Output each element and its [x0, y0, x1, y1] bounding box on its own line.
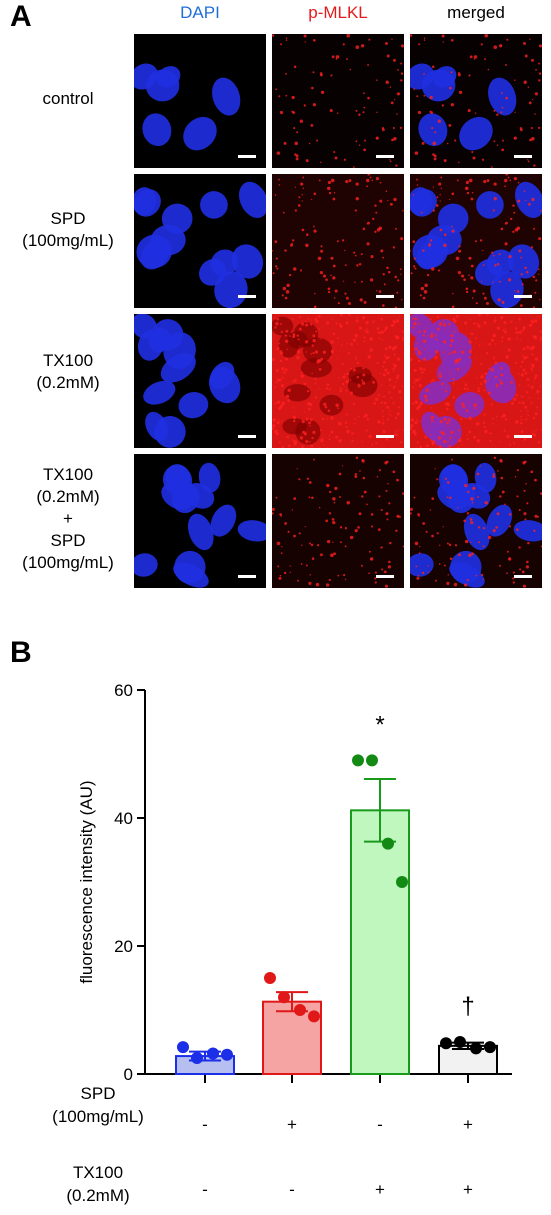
row-label-line: SPD [50, 531, 86, 550]
y-tick-label: 40 [114, 809, 133, 828]
scale-bar [514, 295, 532, 298]
data-point [470, 1042, 482, 1055]
row-label-control: control [4, 88, 132, 110]
scale-bar [238, 435, 256, 438]
microscopy-image-p-mlkl [272, 314, 404, 448]
row-label-line: control [42, 89, 94, 108]
condition-label: (100mg/mL) [52, 1107, 144, 1126]
scale-bar [376, 155, 394, 158]
data-point [382, 837, 394, 850]
column-label-merged: merged [447, 3, 505, 22]
microscopy-image-merged [410, 454, 542, 588]
row-label-line: TX100 [42, 465, 94, 484]
significance-marker: * [375, 711, 384, 738]
significance-marker: † [461, 993, 474, 1020]
scale-bar [376, 295, 394, 298]
condition-sign: - [377, 1115, 383, 1134]
scale-bar [238, 295, 256, 298]
row-label-line: (100mg/mL) [22, 231, 114, 250]
microscopy-image-merged [410, 174, 542, 308]
condition-sign: - [289, 1180, 295, 1199]
condition-sign: + [463, 1180, 473, 1199]
scale-bar [376, 435, 394, 438]
condition-label: (0.2mM) [66, 1186, 129, 1205]
y-tick-label: 20 [114, 937, 133, 956]
row-label-line: (100mg/mL) [22, 553, 114, 572]
row-label-line: (0.2mM) [36, 487, 100, 506]
row-label-spd: SPD (100mg/mL) [4, 208, 132, 252]
row-label-line: (0.2mM) [36, 373, 100, 392]
scale-bar [376, 575, 394, 578]
condition-label: SPD [81, 1084, 116, 1103]
bar [350, 809, 410, 1075]
y-tick-label: 60 [114, 681, 133, 700]
row-label-tx100: TX100 (0.2mM) [4, 350, 132, 394]
microscopy-image-dapi [134, 34, 266, 168]
scale-bar [238, 575, 256, 578]
row-label-tx100-spd: TX100 (0.2mM) + SPD (100mg/mL) [4, 464, 132, 574]
microscopy-image-p-mlkl [272, 174, 404, 308]
data-point [191, 1052, 203, 1064]
column-label-dapi: DAPI [180, 3, 220, 22]
data-point [308, 1010, 320, 1023]
data-point [278, 991, 290, 1004]
condition-sign: - [202, 1115, 208, 1134]
row-label-line: SPD [50, 209, 86, 228]
data-point [454, 1036, 466, 1048]
microscopy-image-p-mlkl [272, 34, 404, 168]
microscopy-image-dapi [134, 454, 266, 588]
microscopy-image-dapi [134, 314, 266, 448]
condition-sign: + [287, 1115, 297, 1134]
scale-bar [514, 435, 532, 438]
microscopy-image-merged [410, 34, 542, 168]
scale-bar [238, 155, 256, 158]
y-axis-label: fluorescence intensity (AU) [77, 780, 96, 983]
condition-sign: + [375, 1180, 385, 1199]
data-point [264, 972, 276, 984]
scale-bar [514, 575, 532, 578]
data-point [484, 1041, 496, 1054]
bar-chart: 0 20 40 60 fluorescence intensity (AU) * † SPD (… [52, 681, 512, 1205]
condition-label: TX100 [73, 1163, 123, 1182]
row-label-line: + [63, 509, 73, 528]
microscopy-image-p-mlkl [272, 454, 404, 588]
data-point [352, 754, 364, 767]
microscopy-image-dapi [134, 174, 266, 308]
row-label-line: TX100 [42, 351, 94, 370]
data-point [177, 1041, 189, 1054]
column-label-p-mlkl: p-MLKL [308, 3, 368, 22]
microscopy-image-merged [410, 314, 542, 448]
data-point [221, 1048, 233, 1061]
panel-a-letter: A [10, 0, 32, 33]
data-point [294, 1004, 306, 1016]
panel-b-letter: B [10, 636, 32, 669]
y-tick-label: 0 [124, 1065, 133, 1084]
scale-bar [514, 155, 532, 158]
condition-sign: - [202, 1180, 208, 1199]
data-point [396, 876, 408, 888]
condition-sign: + [463, 1115, 473, 1134]
data-point [440, 1037, 452, 1050]
data-point [366, 754, 378, 767]
data-point [207, 1047, 219, 1060]
